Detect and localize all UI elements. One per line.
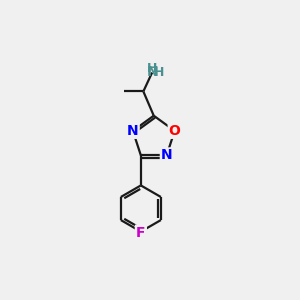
Text: N: N bbox=[127, 124, 139, 138]
Text: F: F bbox=[136, 226, 146, 240]
Text: H: H bbox=[147, 62, 157, 75]
Text: N: N bbox=[161, 148, 172, 162]
Text: H: H bbox=[154, 66, 164, 79]
Text: N: N bbox=[146, 65, 158, 80]
Text: O: O bbox=[169, 124, 181, 138]
